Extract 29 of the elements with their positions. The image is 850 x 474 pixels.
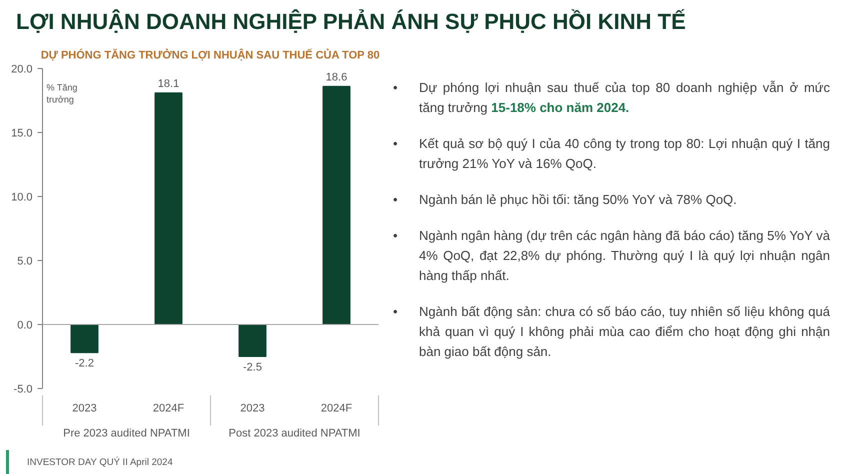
y-axis-title: % Tăng trưởng: [46, 82, 78, 104]
text: 15-18% cho năm 2024.: [491, 100, 630, 115]
x-tick-label: 2024F: [152, 402, 184, 414]
bar: [154, 92, 182, 325]
y-tick-label: 10.0: [11, 192, 33, 204]
chart-title: LỢI NHUẬN DOANH NGHIỆP PHẢN ÁNH SỰ PHỤC HỒI KINH TẾ: [16, 8, 686, 36]
x-tick-label: 2023: [72, 402, 97, 414]
y-tick-label: 15.0: [11, 128, 33, 140]
text: • Ngành bán lẻ phục hồi tối: tăng 50% YoY và 78% QoQ.: [393, 192, 737, 207]
y-tick-label: -5.0: [14, 384, 33, 396]
y-tick-label: 0.0: [17, 320, 33, 332]
x-tick-label: 2023: [240, 402, 265, 414]
text: Post 2023 audited NPATMI: [228, 428, 360, 440]
text: • Kết quả sơ bộ quý I của 40 công ty trong top 80: Lợi nhuận quý I tăng trưởng 21% YoY và 16% QoQ.: [393, 136, 830, 171]
data-label: 18.6: [326, 71, 348, 84]
text: • Ngành bất động sản: chưa có số báo cáo, tuy nhiên số liệu không quá khả quan vì quý I không phải mùa cao điểm cho hoạt động ghi nhận bàn giao bất động sản.: [393, 304, 830, 359]
data-label: -2.2: [75, 358, 94, 370]
y-tick-label: 20.0: [11, 64, 33, 76]
x-tick-label: 2024F: [320, 402, 352, 414]
y-tick-label: 5.0: [17, 256, 33, 268]
text: • Ngành ngân hàng (dự trên các ngân hàng đã báo cáo) tăng 5% YoY và 4% QoQ, đạt 22,8% dự phóng. Thường quý I là quý lợi nhuận ngân hàng thấp nhất.: [393, 228, 830, 283]
text: INVESTOR DAY QUÝ II April 2024: [27, 456, 173, 470]
text: Pre 2023 audited NPATMI: [63, 428, 190, 440]
bar: [238, 324, 266, 357]
bar: [70, 324, 98, 354]
data-label: -2.5: [243, 362, 262, 374]
data-label: 18.1: [158, 78, 180, 90]
chart-subtitle: DỰ PHÓNG TĂNG TRƯỞNG LỢI NHUẬN SAU THUẾ CỦA TOP 80: [40, 48, 380, 62]
bar: [322, 86, 350, 325]
